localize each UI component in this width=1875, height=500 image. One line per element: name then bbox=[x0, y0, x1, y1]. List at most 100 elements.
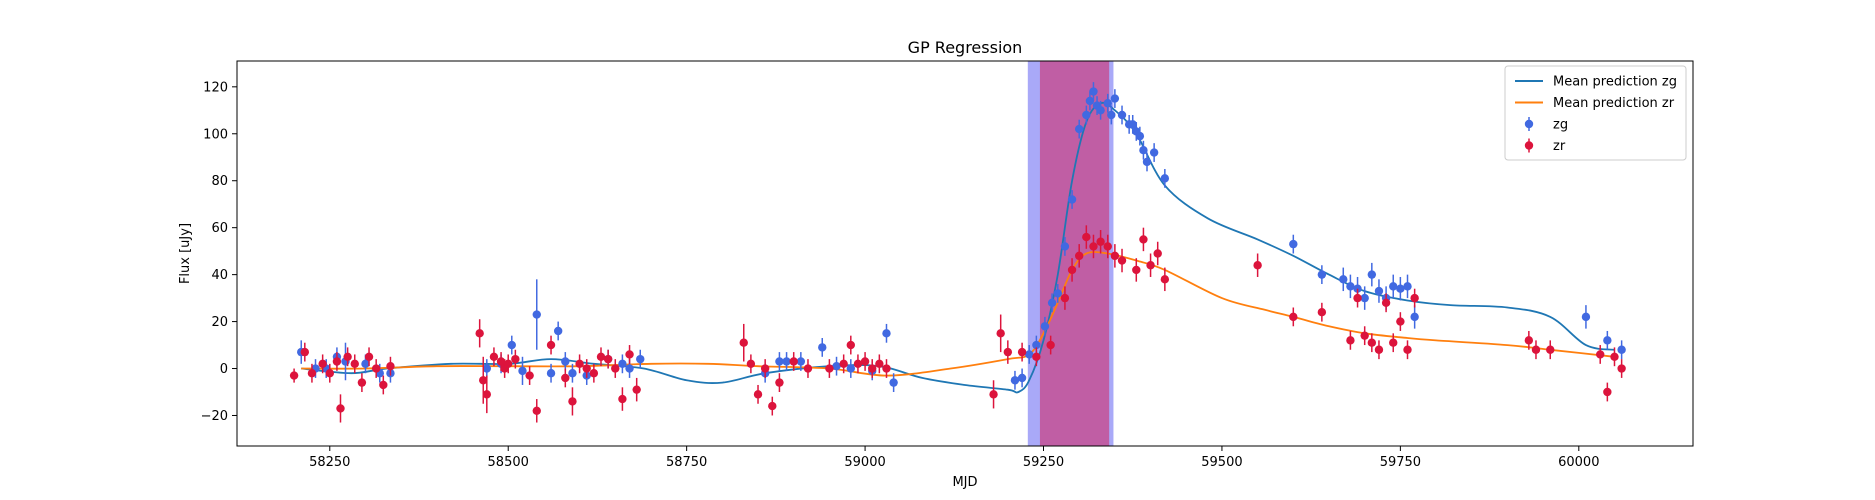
data-point bbox=[1096, 106, 1105, 115]
data-point bbox=[996, 329, 1005, 338]
data-point bbox=[582, 364, 591, 373]
data-point bbox=[1053, 289, 1062, 298]
x-tick-label: 58750 bbox=[666, 455, 707, 470]
data-point bbox=[496, 357, 506, 366]
data-point bbox=[825, 364, 834, 373]
data-point bbox=[1089, 87, 1098, 96]
data-point bbox=[1017, 373, 1027, 383]
data-point bbox=[618, 359, 627, 369]
data-point bbox=[561, 357, 570, 366]
data-point bbox=[1531, 345, 1541, 354]
data-point bbox=[1074, 124, 1084, 134]
data-point bbox=[1135, 131, 1145, 141]
x-tick-label: 59750 bbox=[1380, 455, 1421, 470]
data-point bbox=[889, 378, 898, 387]
data-point bbox=[1139, 146, 1148, 155]
data-point bbox=[753, 390, 763, 399]
data-point bbox=[796, 357, 806, 366]
data-point bbox=[1010, 376, 1020, 385]
data-point bbox=[546, 340, 556, 350]
data-point bbox=[1117, 110, 1127, 120]
legend-marker-swatch bbox=[1524, 119, 1534, 129]
data-point bbox=[846, 364, 856, 373]
data-point bbox=[839, 359, 848, 369]
data-point bbox=[760, 364, 770, 373]
data-point bbox=[357, 378, 367, 387]
data-point bbox=[1410, 312, 1419, 322]
data-point bbox=[1017, 347, 1027, 357]
shaded-region-2 bbox=[1039, 61, 1110, 446]
data-point bbox=[618, 394, 627, 404]
data-point bbox=[386, 361, 395, 371]
data-point bbox=[1146, 261, 1155, 270]
data-point bbox=[1060, 242, 1070, 251]
x-tick-label: 58500 bbox=[488, 455, 529, 470]
data-point bbox=[1603, 336, 1612, 345]
data-point bbox=[632, 385, 641, 394]
data-point bbox=[568, 369, 577, 378]
data-point bbox=[1374, 345, 1384, 354]
data-point bbox=[875, 359, 884, 369]
y-axis-title: Flux [uJy] bbox=[178, 223, 193, 284]
data-point bbox=[803, 364, 813, 373]
legend-label: zg bbox=[1553, 118, 1568, 133]
data-point bbox=[575, 359, 584, 369]
data-point bbox=[1381, 298, 1391, 307]
data-point bbox=[1367, 338, 1377, 347]
axes: 58250 58500 58750 59000 59250 59500 59750 60000… bbox=[201, 80, 1600, 470]
data-point bbox=[325, 369, 334, 378]
data-point bbox=[1546, 345, 1555, 354]
data-point bbox=[1082, 110, 1091, 120]
data-point bbox=[1403, 282, 1412, 291]
data-point bbox=[507, 340, 516, 350]
data-point bbox=[1117, 256, 1127, 265]
data-point bbox=[1581, 312, 1591, 322]
data-point bbox=[1396, 284, 1405, 293]
data-point bbox=[611, 364, 620, 373]
legend-entry-zr: zr bbox=[1524, 138, 1566, 154]
data-point bbox=[518, 366, 527, 376]
data-point bbox=[782, 357, 791, 366]
data-point bbox=[1339, 275, 1348, 284]
data-point bbox=[1046, 340, 1055, 350]
data-point bbox=[1128, 120, 1137, 129]
y-tick-label: −20 bbox=[201, 409, 228, 424]
data-point bbox=[1047, 298, 1057, 307]
data-point bbox=[1110, 94, 1120, 103]
data-point bbox=[625, 364, 634, 373]
data-point bbox=[561, 373, 570, 383]
y-tick-label: 20 bbox=[211, 315, 228, 330]
plot-frame bbox=[236, 60, 1694, 447]
data-point bbox=[775, 378, 784, 387]
data-point bbox=[1149, 148, 1159, 157]
data-point bbox=[546, 369, 556, 378]
data-point bbox=[532, 406, 541, 415]
data-point bbox=[1096, 237, 1105, 246]
data-point bbox=[1132, 265, 1141, 275]
data-point bbox=[371, 364, 381, 373]
data-point bbox=[525, 371, 534, 380]
y-tick-label: 0 bbox=[220, 362, 228, 377]
data-point bbox=[1410, 293, 1419, 303]
data-point bbox=[1346, 336, 1355, 345]
data-point bbox=[1610, 352, 1619, 361]
data-point bbox=[475, 329, 484, 338]
data-point bbox=[1153, 249, 1162, 258]
data-point bbox=[868, 364, 877, 373]
data-point bbox=[1524, 336, 1534, 345]
data-point bbox=[625, 350, 634, 359]
data-point bbox=[1032, 352, 1041, 361]
y-tick-label: 80 bbox=[211, 174, 228, 189]
data-point bbox=[300, 347, 310, 357]
data-point bbox=[1040, 322, 1050, 331]
data-point bbox=[860, 357, 870, 366]
chart-title: GP Regression bbox=[908, 38, 1023, 57]
data-point bbox=[1360, 331, 1369, 340]
data-point bbox=[989, 390, 998, 399]
data-point bbox=[1060, 293, 1070, 303]
data-point bbox=[1160, 174, 1170, 183]
legend-entry-Mean prediction zg: Mean prediction zg bbox=[1515, 75, 1677, 90]
legend-entry-zg: zg bbox=[1524, 117, 1568, 133]
